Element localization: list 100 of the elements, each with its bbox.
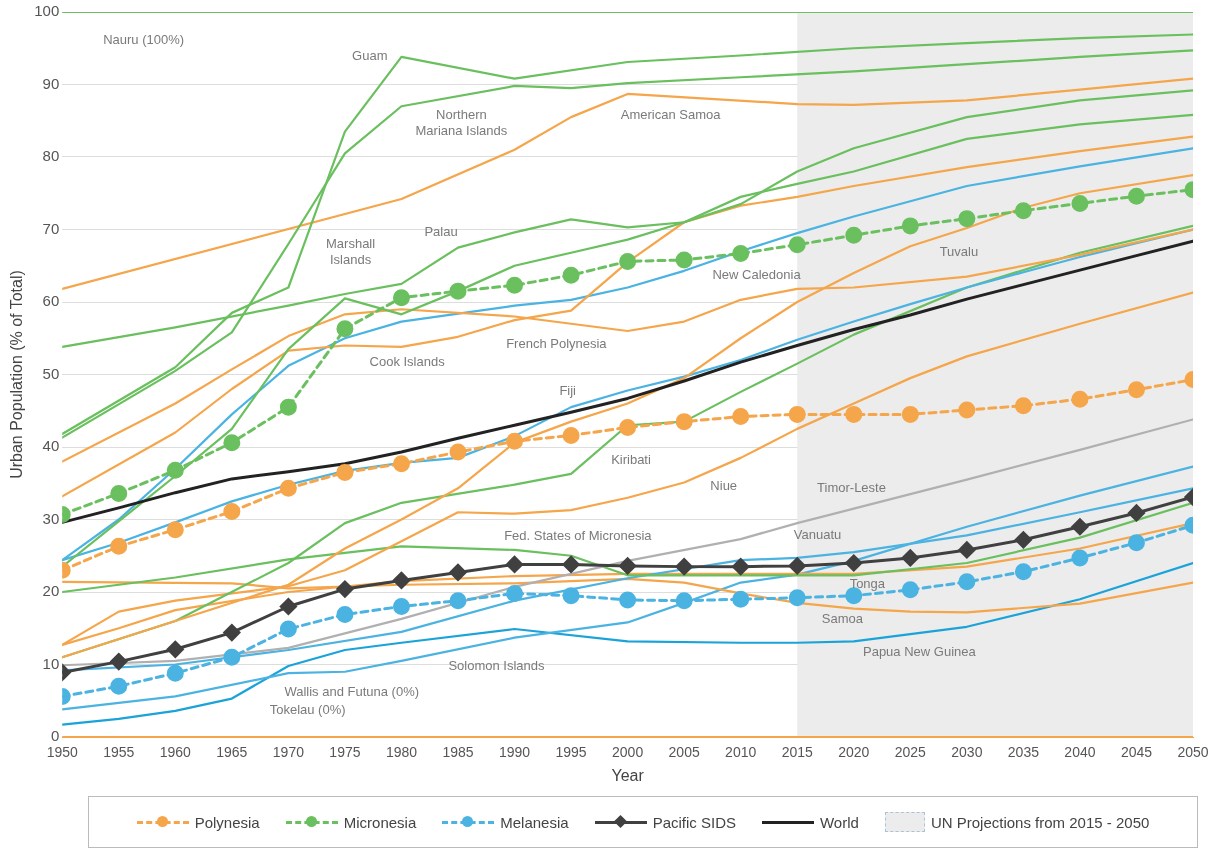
point	[1071, 194, 1089, 212]
point	[392, 455, 410, 473]
point	[901, 217, 919, 235]
point	[336, 463, 354, 481]
point	[449, 282, 467, 300]
y-tick-label: 60	[42, 292, 60, 310]
point	[732, 590, 750, 608]
annotation: Wallis and Futuna (0%)	[284, 684, 420, 700]
point	[449, 443, 467, 461]
y-tick-label: 100	[34, 2, 60, 20]
point	[788, 557, 806, 575]
point	[732, 558, 750, 576]
point	[336, 320, 354, 338]
point	[1071, 549, 1089, 567]
x-tick-label: 2035	[1007, 744, 1040, 761]
x-tick-label: 1955	[103, 744, 135, 761]
legend-label: Polynesia	[194, 813, 260, 831]
annotation: Kiribati	[611, 451, 651, 467]
x-tick-label: 1990	[498, 744, 531, 761]
annotation: Niue	[710, 477, 738, 493]
point	[279, 598, 297, 615]
point	[1127, 187, 1145, 205]
x-axis-title: Year	[611, 766, 645, 784]
x-tick-label: 1970	[272, 744, 305, 761]
point	[562, 587, 580, 605]
point	[110, 677, 128, 695]
point	[506, 555, 524, 573]
point	[392, 598, 410, 615]
point	[1127, 534, 1145, 552]
point	[223, 624, 241, 642]
annotation: Cook Islands	[369, 354, 446, 370]
y-tick-label: 10	[42, 654, 60, 672]
point	[223, 434, 241, 452]
annotation: Solomon Islands	[448, 657, 545, 673]
point	[788, 405, 806, 423]
annotation: Guam	[352, 47, 388, 63]
x-tick-label: 1960	[159, 744, 192, 761]
point	[675, 251, 693, 269]
point	[675, 592, 693, 610]
y-axis-title: Urban Population (% of Total)	[8, 270, 26, 479]
point	[1071, 518, 1089, 536]
point	[675, 413, 693, 431]
x-tick-label: 2000	[612, 744, 644, 761]
y-tick-label: 20	[42, 582, 60, 600]
y-tick-label: 30	[42, 509, 60, 527]
annotation: Marshall Islands	[326, 236, 376, 268]
point	[166, 461, 184, 479]
point	[562, 555, 580, 573]
x-tick-label: 1965	[216, 744, 248, 761]
point	[1014, 563, 1032, 581]
point	[449, 563, 467, 581]
point	[958, 573, 976, 591]
x-tick-label: 1985	[442, 744, 474, 761]
point	[958, 541, 976, 559]
point	[845, 405, 863, 423]
legend-label: World	[819, 813, 859, 831]
point	[279, 620, 297, 638]
annotation: French Polynesia	[506, 336, 608, 352]
point	[279, 479, 297, 497]
point	[506, 276, 524, 294]
point	[788, 236, 806, 254]
annotation: New Caledonia	[712, 267, 802, 283]
point	[562, 426, 580, 444]
annotation: Vanuatu	[793, 527, 842, 543]
point	[619, 557, 637, 575]
x-tick-label: 2045	[1120, 744, 1153, 761]
point	[1127, 381, 1145, 399]
x-tick-label: 2015	[781, 744, 814, 761]
point	[279, 398, 297, 416]
point	[675, 558, 693, 576]
point	[958, 401, 976, 419]
annotation: Fiji	[559, 383, 577, 399]
point	[110, 537, 128, 555]
point	[732, 408, 750, 426]
point	[110, 653, 128, 671]
point	[336, 580, 354, 598]
annotation: Tokelau (0%)	[269, 702, 346, 718]
point	[166, 521, 184, 539]
point	[958, 210, 976, 228]
point	[506, 432, 524, 450]
point	[449, 592, 467, 610]
point	[788, 589, 806, 607]
x-tick-label: 2025	[894, 744, 927, 761]
annotation: Tuvalu	[939, 243, 979, 259]
point	[1071, 390, 1089, 408]
x-tick-label: 2050	[1177, 744, 1209, 761]
point	[901, 549, 919, 567]
point	[845, 226, 863, 244]
point	[901, 581, 919, 599]
point	[845, 554, 863, 572]
annotation: Tonga	[849, 575, 886, 591]
point	[336, 605, 354, 623]
point	[732, 244, 750, 262]
annotation: Timor-Leste	[817, 479, 886, 495]
annotation: Palau	[424, 223, 458, 239]
point	[223, 503, 241, 521]
point	[392, 571, 410, 589]
point	[619, 418, 637, 436]
point	[1014, 397, 1032, 415]
point	[506, 584, 524, 602]
